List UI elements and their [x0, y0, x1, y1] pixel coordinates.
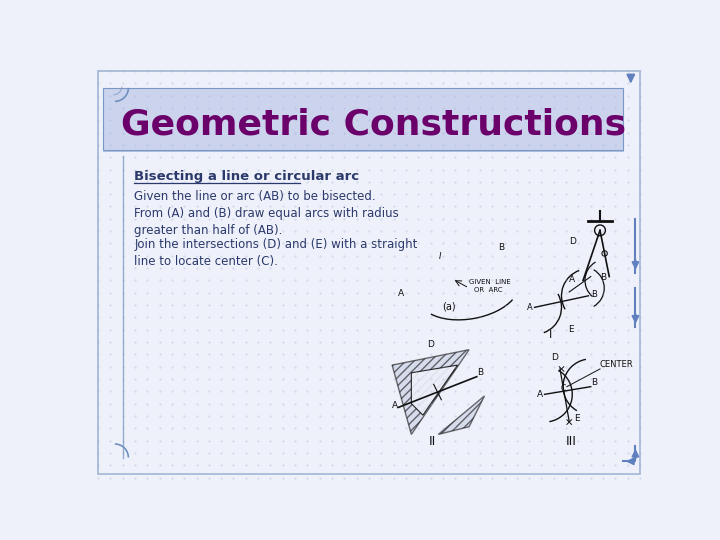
- Text: A: A: [537, 390, 543, 400]
- Text: A: A: [392, 401, 398, 410]
- Polygon shape: [411, 365, 457, 415]
- Text: I: I: [549, 330, 552, 340]
- Polygon shape: [392, 350, 469, 434]
- Text: B: B: [592, 378, 598, 387]
- Polygon shape: [438, 396, 485, 434]
- Text: (a): (a): [442, 302, 456, 312]
- Text: A: A: [398, 289, 405, 298]
- Text: B: B: [477, 368, 483, 377]
- Text: A: A: [570, 275, 575, 284]
- Text: B: B: [600, 273, 606, 282]
- Text: A: A: [527, 302, 533, 312]
- Text: B: B: [498, 242, 505, 252]
- Text: III: III: [565, 435, 576, 448]
- Text: E: E: [574, 414, 580, 422]
- Text: II: II: [428, 435, 436, 448]
- Text: Geometric Constructions: Geometric Constructions: [121, 108, 626, 142]
- Text: Given the line or arc (AB) to be bisected.: Given the line or arc (AB) to be bisecte…: [134, 190, 376, 202]
- Text: CENTER: CENTER: [600, 360, 634, 369]
- Text: From (A) and (B) draw equal arcs with radius
greater than half of (AB).: From (A) and (B) draw equal arcs with ra…: [134, 207, 399, 237]
- Text: GIVEN  LINE: GIVEN LINE: [469, 279, 511, 285]
- Text: D: D: [552, 353, 559, 362]
- Text: Bisecting a line or circular arc: Bisecting a line or circular arc: [134, 170, 359, 183]
- Text: D: D: [570, 237, 576, 246]
- Text: C: C: [561, 383, 566, 393]
- Bar: [104, 88, 623, 150]
- Text: OR  ARC: OR ARC: [474, 287, 503, 293]
- Text: B: B: [590, 291, 597, 299]
- Text: E: E: [567, 325, 573, 334]
- Text: D: D: [428, 340, 434, 349]
- Text: Join the intersections (D) and (E) with a straight
line to locate center (C).: Join the intersections (D) and (E) with …: [134, 238, 418, 268]
- Text: I: I: [438, 252, 441, 261]
